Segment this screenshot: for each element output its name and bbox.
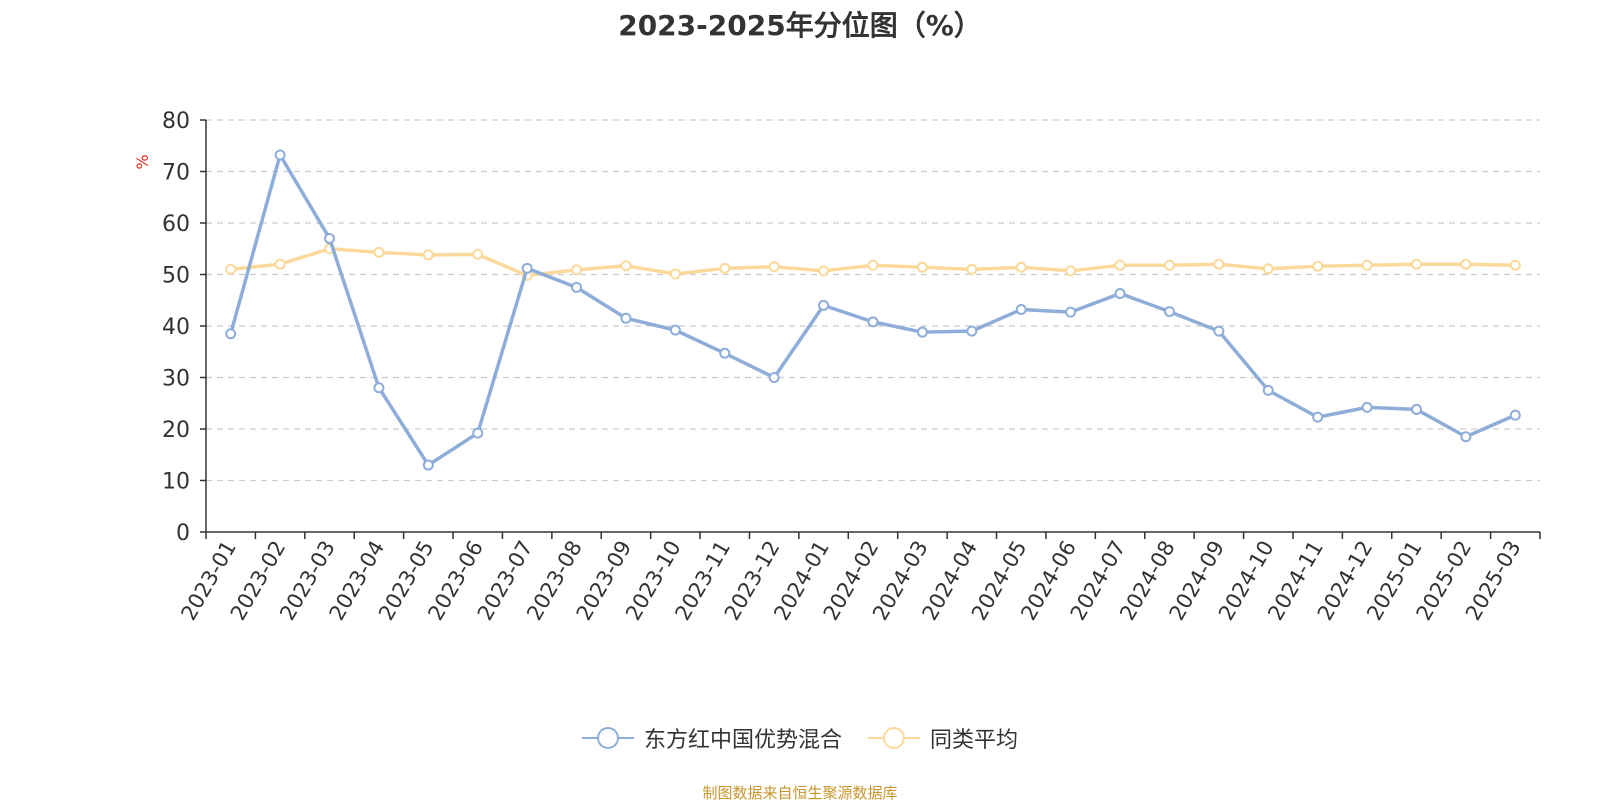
- data-point[interactable]: [1213, 258, 1225, 270]
- y-tick-label: 0: [176, 521, 190, 546]
- data-point[interactable]: [916, 261, 928, 273]
- legend-label: 东方红中国优势混合: [643, 728, 842, 753]
- legend-marker-icon: [581, 727, 634, 749]
- y-tick-label: 50: [162, 264, 190, 289]
- data-point[interactable]: [1361, 259, 1373, 271]
- y-tick-label: 40: [162, 315, 190, 340]
- data-point[interactable]: [916, 326, 928, 338]
- legend-label: 同类平均: [930, 728, 1019, 753]
- data-point[interactable]: [472, 248, 484, 260]
- series-1: [225, 149, 1521, 471]
- data-point[interactable]: [274, 258, 286, 270]
- data-point[interactable]: [1312, 260, 1324, 272]
- legend: 东方红中国优势混合 同类平均: [0, 722, 1600, 754]
- legend-item-series-2[interactable]: 同类平均: [868, 722, 1018, 754]
- y-tick-label: 20: [162, 418, 190, 443]
- data-point[interactable]: [422, 249, 434, 261]
- data-point[interactable]: [1015, 261, 1027, 273]
- data-point[interactable]: [1213, 325, 1225, 337]
- data-point[interactable]: [1460, 431, 1472, 443]
- data-point[interactable]: [1163, 306, 1175, 318]
- data-point[interactable]: [422, 459, 434, 471]
- data-point[interactable]: [225, 328, 237, 340]
- data-point[interactable]: [274, 149, 286, 161]
- data-point[interactable]: [768, 261, 780, 273]
- data-point[interactable]: [373, 246, 385, 258]
- y-tick-label: 80: [162, 109, 190, 134]
- data-point[interactable]: [719, 347, 731, 359]
- data-point[interactable]: [1114, 259, 1126, 271]
- data-point[interactable]: [571, 264, 583, 276]
- data-point[interactable]: [620, 312, 632, 324]
- data-point[interactable]: [1114, 288, 1126, 300]
- legend-marker-icon: [868, 727, 920, 749]
- data-point[interactable]: [966, 325, 978, 337]
- data-point[interactable]: [1163, 259, 1175, 271]
- y-tick-label: 10: [162, 470, 190, 495]
- data-point[interactable]: [818, 299, 830, 311]
- data-point[interactable]: [620, 260, 632, 272]
- data-point[interactable]: [521, 262, 533, 274]
- data-point[interactable]: [669, 324, 681, 336]
- data-point[interactable]: [1065, 306, 1077, 318]
- data-point[interactable]: [373, 382, 385, 394]
- x-tick-labels: 2023-012023-022023-032023-042023-052023-…: [176, 532, 1541, 624]
- data-point[interactable]: [1410, 258, 1422, 270]
- data-point[interactable]: [1509, 259, 1521, 271]
- data-point[interactable]: [1509, 409, 1521, 421]
- data-point[interactable]: [867, 316, 879, 328]
- y-tick-label: 60: [162, 212, 190, 237]
- y-tick-label: 70: [162, 161, 190, 186]
- source-note: 制图数据来自恒生聚源数据库: [702, 784, 898, 802]
- legend-item-series-1[interactable]: 东方红中国优势混合: [581, 722, 842, 754]
- data-point[interactable]: [719, 262, 731, 274]
- data-point[interactable]: [1262, 263, 1274, 275]
- data-point[interactable]: [768, 372, 780, 383]
- data-point[interactable]: [966, 263, 978, 275]
- data-point[interactable]: [818, 265, 830, 277]
- y-tick-labels: 0 10 20 30 40 50 60 70 80: [162, 109, 206, 546]
- data-point[interactable]: [472, 427, 484, 439]
- data-point[interactable]: [1312, 411, 1324, 423]
- y-tick-label: 30: [162, 367, 190, 392]
- data-point[interactable]: [1065, 265, 1077, 277]
- grid-lines: [206, 119, 1540, 482]
- data-point[interactable]: [1262, 384, 1274, 396]
- data-point[interactable]: [571, 281, 583, 293]
- data-point[interactable]: [669, 268, 681, 280]
- chart-title: 2023-2025年分位图（%）: [618, 9, 982, 42]
- data-point[interactable]: [324, 232, 336, 244]
- data-point[interactable]: [1361, 401, 1373, 413]
- data-point[interactable]: [1460, 258, 1472, 270]
- y-axis-label: %: [133, 154, 152, 169]
- data-point[interactable]: [1015, 304, 1027, 316]
- series-lines: [225, 149, 1521, 471]
- data-point[interactable]: [1410, 403, 1422, 415]
- data-point[interactable]: [867, 259, 879, 271]
- data-point[interactable]: [225, 263, 237, 275]
